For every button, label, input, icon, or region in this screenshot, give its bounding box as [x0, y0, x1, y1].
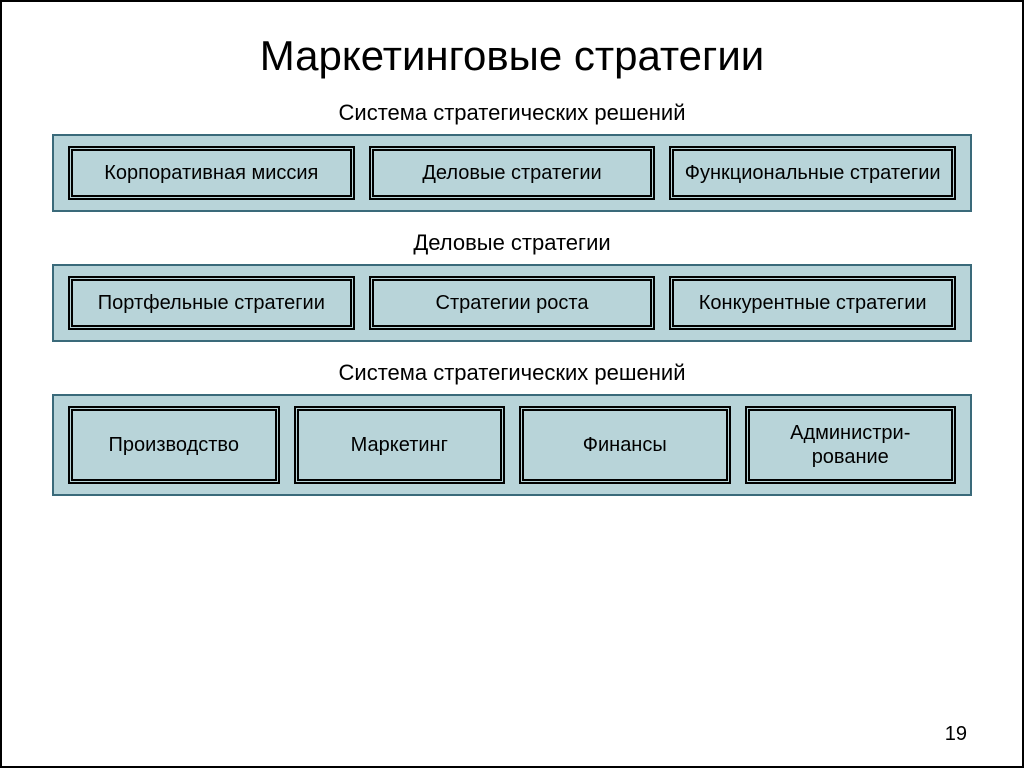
- section-container-2: Портфельные стратегии Стратегии роста Ко…: [52, 264, 972, 342]
- box-marketing: Маркетинг: [294, 406, 506, 484]
- box-corporate-mission: Корпоративная миссия: [68, 146, 355, 200]
- section-container-3: Производство Маркетинг Финансы Администр…: [52, 394, 972, 496]
- box-finance: Финансы: [519, 406, 731, 484]
- page-number: 19: [945, 723, 967, 746]
- slide-title: Маркетинговые стратегии: [52, 32, 972, 80]
- section-label-3: Система стратегических решений: [52, 360, 972, 386]
- box-functional-strategies: Функциональные стратегии: [669, 146, 956, 200]
- section-label-1: Система стратегических решений: [52, 100, 972, 126]
- box-portfolio-strategies: Портфельные стратегии: [68, 276, 355, 330]
- section-container-1: Корпоративная миссия Деловые стратегии Ф…: [52, 134, 972, 212]
- box-administration: Администри-рование: [745, 406, 957, 484]
- box-growth-strategies: Стратегии роста: [369, 276, 656, 330]
- box-production: Производство: [68, 406, 280, 484]
- section-label-2: Деловые стратегии: [52, 230, 972, 256]
- box-business-strategies: Деловые стратегии: [369, 146, 656, 200]
- box-competitive-strategies: Конкурентные стратегии: [669, 276, 956, 330]
